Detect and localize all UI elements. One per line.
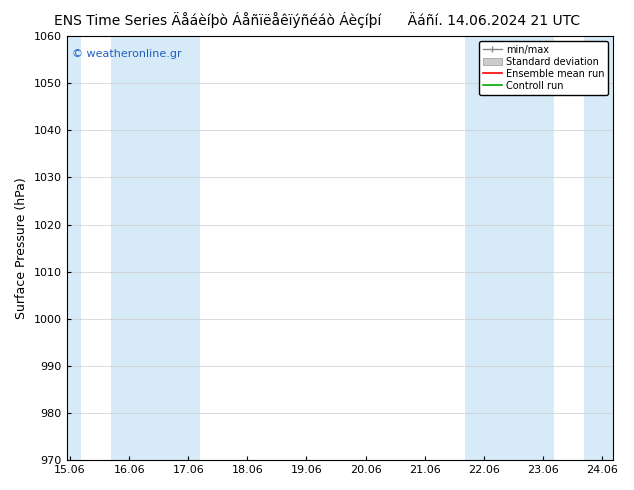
Bar bbox=[59, 36, 81, 460]
Bar bbox=[465, 36, 554, 460]
Text: © weatheronline.gr: © weatheronline.gr bbox=[72, 49, 181, 59]
Text: ENS Time Series Äåáèíþò Áåñïëåêïýñéáò Áèçíþí      Äáñí. 14.06.2024 21 UTC: ENS Time Series Äåáèíþò Áåñïëåêïýñéáò Áè… bbox=[54, 12, 580, 28]
Bar bbox=[111, 36, 200, 460]
Y-axis label: Surface Pressure (hPa): Surface Pressure (hPa) bbox=[15, 177, 28, 319]
Bar bbox=[584, 36, 613, 460]
Legend: min/max, Standard deviation, Ensemble mean run, Controll run: min/max, Standard deviation, Ensemble me… bbox=[479, 41, 608, 95]
